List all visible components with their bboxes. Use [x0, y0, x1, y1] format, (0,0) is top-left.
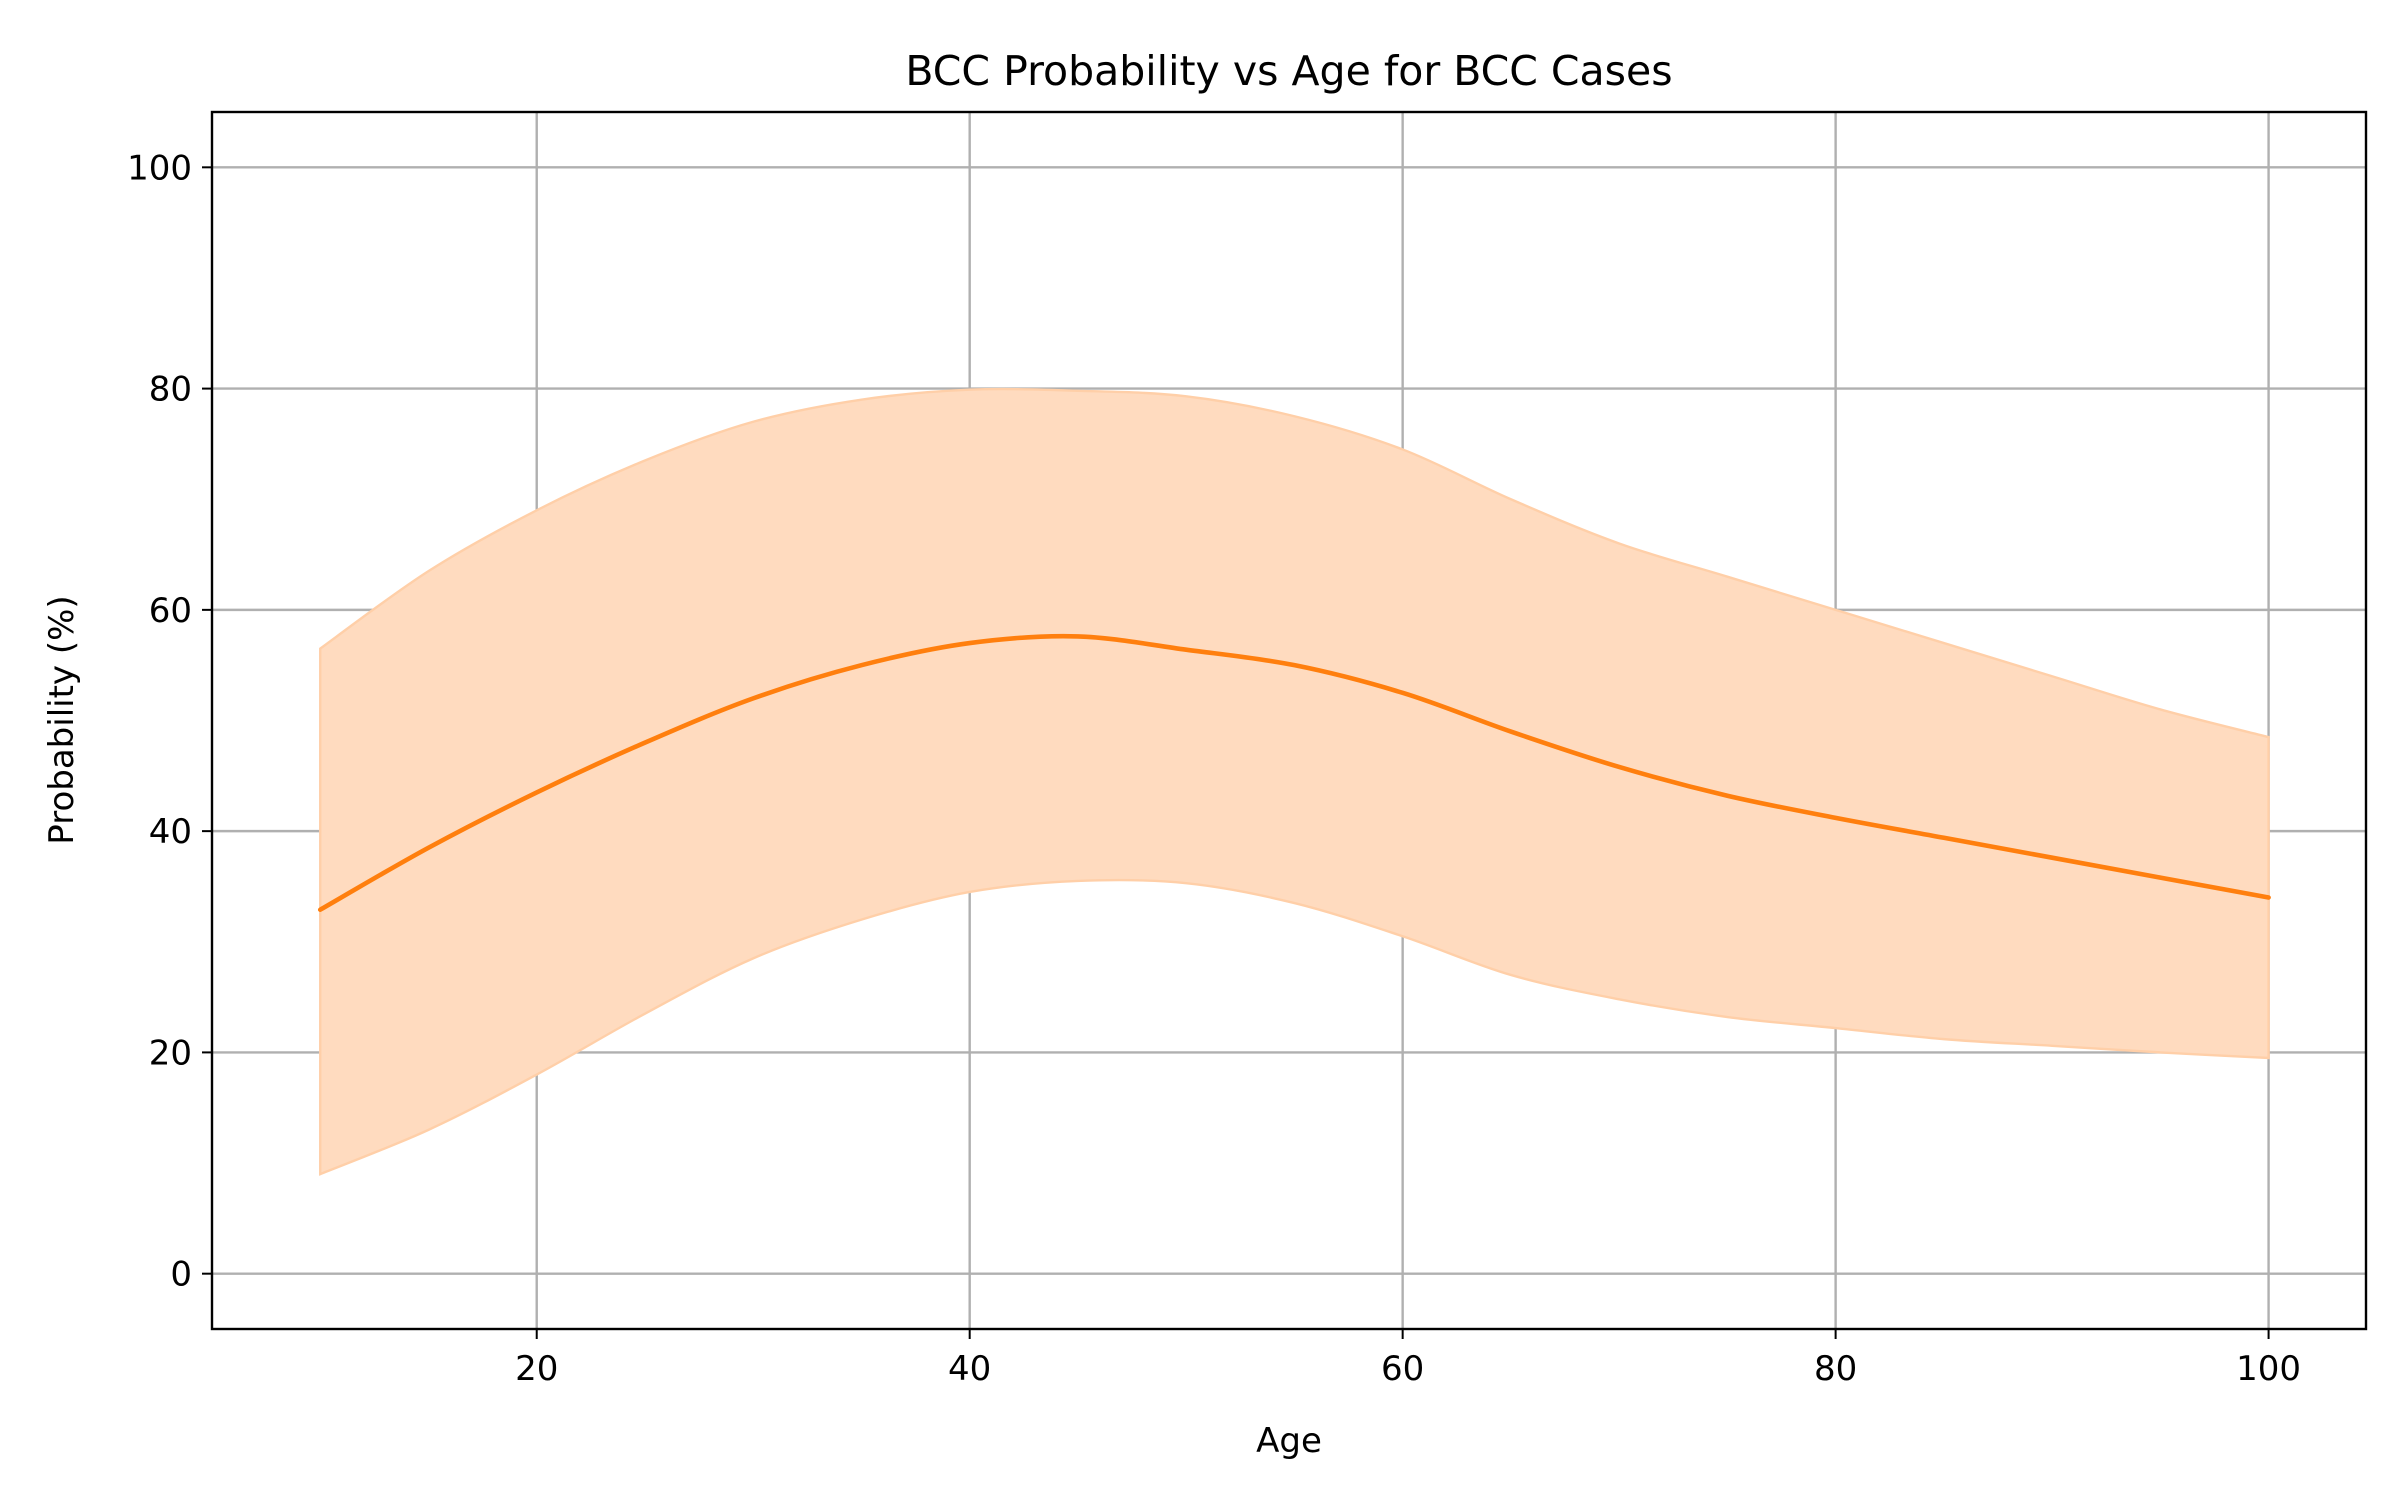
y-tick-label: 0: [170, 1255, 192, 1295]
x-tick-label: 100: [2236, 1349, 2301, 1389]
confidence-band: [319, 387, 2270, 1176]
chart-title: BCC Probability vs Age for BCC Cases: [905, 47, 1672, 95]
plot-frame: [210, 110, 2368, 1331]
x-tick-label: 40: [948, 1349, 991, 1389]
x-tick-label: 60: [1381, 1349, 1424, 1389]
x-tick-label: 80: [1814, 1349, 1857, 1389]
y-tick-label: 60: [149, 591, 192, 631]
y-tick-label: 40: [149, 812, 192, 852]
probability-line: [317, 633, 2271, 912]
y-axis-label: Probability (%): [42, 595, 82, 844]
y-tick-label: 80: [149, 370, 192, 410]
y-tick-label: 20: [149, 1033, 192, 1073]
confidence-band-layer: [319, 387, 2270, 1176]
x-axis-label: Age: [1256, 1421, 1322, 1461]
y-tick-label: 100: [127, 148, 192, 188]
tick-layer: 20 40 60 80 100 0 20 40 60 80 100: [127, 148, 2301, 1389]
x-tick-label: 20: [515, 1349, 558, 1389]
series-line-layer: [317, 633, 2271, 912]
